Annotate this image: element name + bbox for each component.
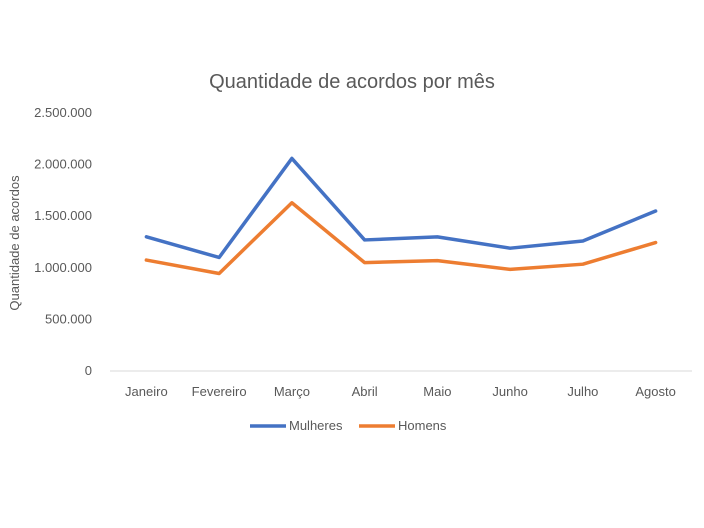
x-tick-label: Março (274, 384, 310, 399)
y-tick-label: 1.000.000 (34, 260, 92, 275)
y-tick-label: 0 (85, 363, 92, 378)
x-tick-label: Fevereiro (192, 384, 247, 399)
x-axis-ticks: Janeiro Fevereiro Março Abril Maio Junho Julho… (125, 384, 676, 399)
x-tick-label: Agosto (635, 384, 675, 399)
y-axis-title: Quantidade de acordos (7, 175, 22, 311)
legend: Mulheres Homens (250, 418, 447, 433)
legend-label: Mulheres (289, 418, 343, 433)
legend-label: Homens (398, 418, 447, 433)
series-line-mulheres (144, 156, 658, 260)
x-tick-label: Junho (492, 384, 527, 399)
x-tick-label: Julho (567, 384, 598, 399)
y-tick-label: 2.000.000 (34, 157, 92, 172)
y-tick-label: 1.500.000 (34, 208, 92, 223)
chart-title: Quantidade de acordos por mês (209, 71, 495, 93)
x-tick-label: Maio (423, 384, 451, 399)
y-axis-ticks: 0 500.000 1.000.000 1.500.000 2.000.000 2.500… (34, 105, 92, 378)
y-tick-label: 2.500.000 (34, 105, 92, 120)
series-line-homens (144, 201, 658, 276)
series-lines (144, 156, 658, 276)
x-tick-label: Janeiro (125, 384, 168, 399)
y-tick-label: 500.000 (45, 311, 92, 326)
x-tick-label: Abril (352, 384, 378, 399)
